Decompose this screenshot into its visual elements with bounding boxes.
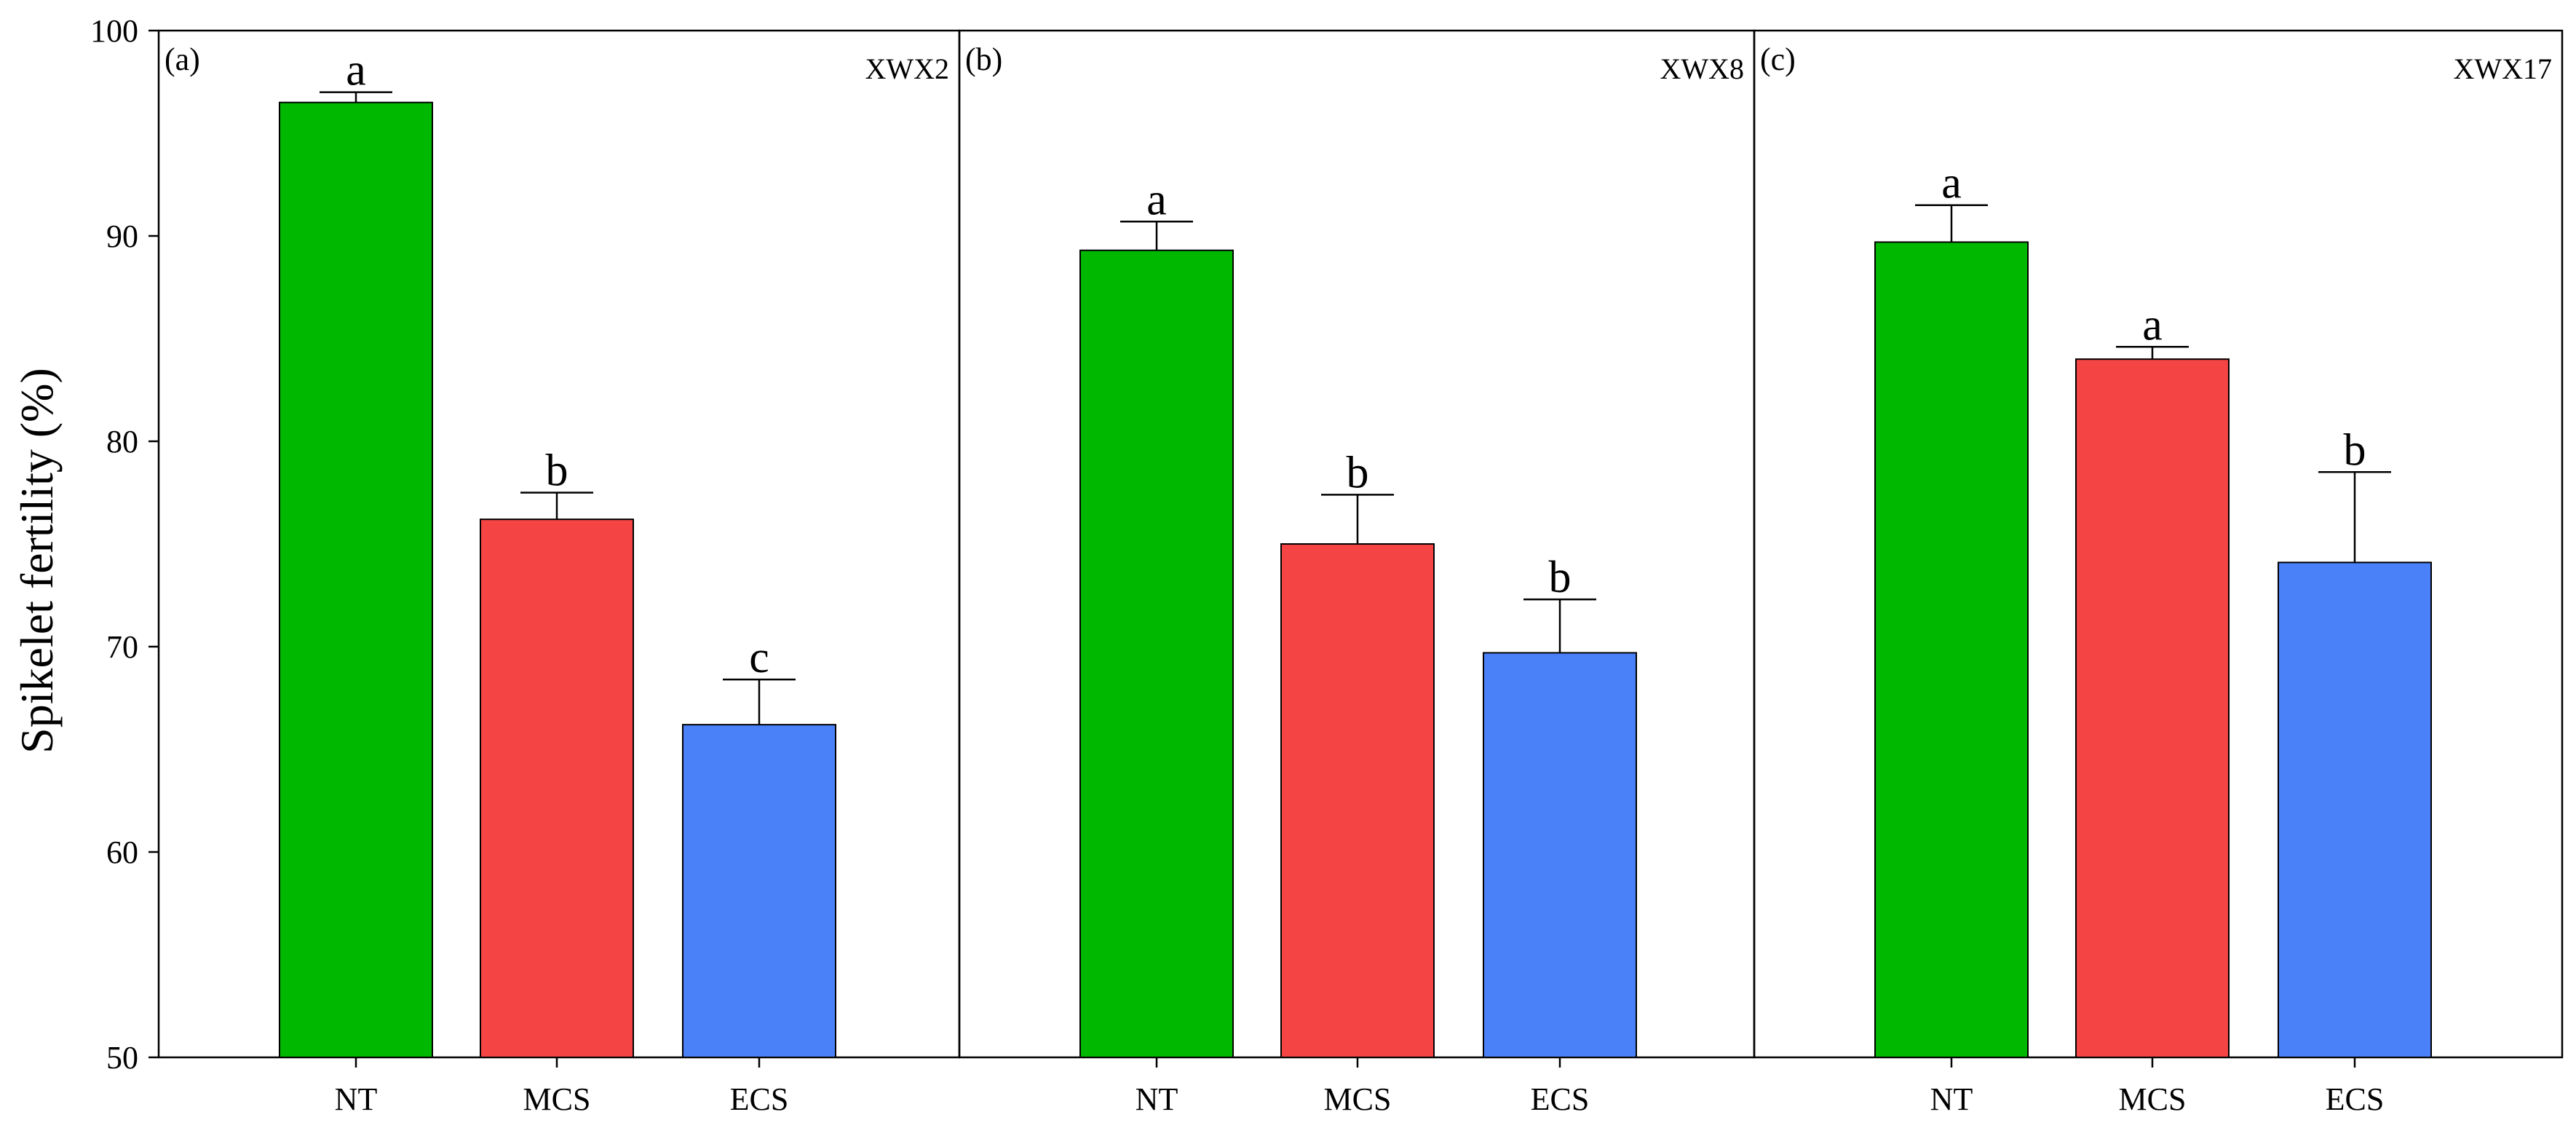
bar-ecs [682, 724, 836, 1058]
y-tick-label: 50 [106, 1040, 138, 1076]
significance-letter: b [1347, 448, 1369, 497]
x-tick-label: NT [1136, 1081, 1178, 1117]
y-axis-title: Spikelet fertility (%) [11, 368, 63, 754]
x-tick-label: MCS [523, 1081, 591, 1117]
cultivar-label: XWX17 [2453, 52, 2552, 85]
x-tick-label: MCS [2119, 1081, 2187, 1117]
bar-mcs [2075, 358, 2230, 1058]
bar-ecs [2278, 561, 2432, 1058]
y-tick-label: 90 [106, 218, 138, 254]
y-tick-label: 70 [106, 629, 138, 665]
significance-letter: a [1941, 159, 1962, 208]
x-tick-label: ECS [1531, 1081, 1590, 1117]
cultivar-label: XWX2 [865, 52, 949, 85]
panel-label: (a) [165, 42, 200, 77]
y-tick-label: 100 [90, 13, 138, 49]
significance-letter: b [1549, 553, 1572, 602]
chart-panels: (a) XWX2 a NT b MCS c ECS (b) XWX8 a NT b MCS b ECS (c) X… [157, 29, 2564, 1117]
x-tick-label: MCS [1324, 1081, 1392, 1117]
x-tick-label: NT [335, 1081, 378, 1117]
panel-label: (c) [1760, 42, 1796, 77]
x-tick-label: ECS [730, 1081, 789, 1117]
bar-nt [1079, 249, 1234, 1058]
y-tick-label: 80 [106, 424, 138, 459]
panel-0: (a) XWX2 a NT b MCS c ECS [157, 29, 961, 1117]
significance-letter: b [2344, 425, 2366, 475]
x-tick-label: NT [1930, 1081, 1973, 1117]
cultivar-label: XWX8 [1660, 52, 1744, 85]
bar-ecs [1483, 652, 1637, 1058]
bar-nt [279, 101, 433, 1059]
significance-letter: b [546, 446, 568, 496]
panel-1: (b) XWX8 a NT b MCS b ECS [958, 29, 1756, 1117]
panel-2: (c) XWX17 a NT a MCS b ECS [1753, 29, 2564, 1117]
bar-mcs [1280, 543, 1435, 1058]
x-tick-label: ECS [2326, 1081, 2385, 1117]
panel-label: (b) [965, 42, 1002, 77]
significance-letter: a [346, 46, 366, 95]
bar-mcs [480, 518, 634, 1058]
significance-letter: a [2142, 300, 2163, 350]
y-axis-ticks: 50 60 70 80 90 100 [90, 13, 159, 1076]
bar-nt [1874, 241, 2029, 1059]
y-tick-label: 60 [106, 835, 138, 870]
significance-letter: c [749, 633, 769, 682]
significance-letter: a [1146, 175, 1167, 224]
